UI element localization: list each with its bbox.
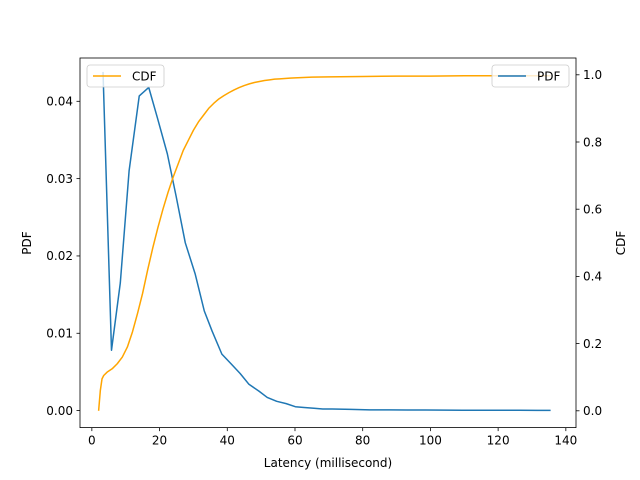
right-y-axis-label: CDF — [614, 231, 628, 256]
right-y-tick-label: 0.6 — [583, 203, 602, 217]
x-tick-label: 100 — [419, 434, 442, 448]
right-y-tick-label: 0.8 — [583, 135, 602, 149]
pdf-line — [102, 71, 551, 412]
pdf-series-layer — [102, 71, 551, 412]
cdf-line — [97, 75, 551, 411]
pdf-legend: PDF — [491, 64, 570, 88]
left-y-tick-label: 0.03 — [46, 172, 73, 186]
x-tick-label: 0 — [88, 434, 96, 448]
right-y-tick-label: 0.0 — [583, 404, 602, 418]
right-y-axis-ticks: 0.0 0.2 0.4 0.6 0.8 1.0 — [576, 68, 602, 418]
x-tick-label: 20 — [152, 434, 167, 448]
cdf-legend-label: CDF — [132, 70, 157, 84]
cdf-legend: CDF — [86, 64, 165, 88]
x-tick-label: 140 — [554, 434, 577, 448]
left-y-axis-ticks: 0.00 0.01 0.02 0.03 0.04 — [46, 95, 80, 418]
left-y-tick-label: 0.01 — [46, 327, 73, 341]
pdf-legend-label: PDF — [537, 70, 560, 84]
x-axis-label: Latency (millisecond) — [264, 456, 392, 470]
right-y-tick-label: 0.4 — [583, 270, 602, 284]
left-y-tick-label: 0.04 — [46, 95, 73, 109]
left-y-tick-label: 0.00 — [46, 404, 73, 418]
right-y-tick-label: 0.2 — [583, 337, 602, 351]
pdf-legend-box — [491, 64, 570, 88]
plot-area-frame — [79, 57, 577, 429]
left-y-axis-label: PDF — [20, 231, 34, 254]
left-y-tick-label: 0.02 — [46, 249, 73, 263]
x-axis-ticks: 0 20 40 60 80 100 120 140 — [88, 427, 577, 448]
cdf-legend-box — [86, 64, 165, 88]
x-tick-label: 40 — [220, 434, 235, 448]
cdf-series-layer — [97, 75, 551, 411]
right-y-tick-label: 1.0 — [583, 68, 602, 82]
x-tick-label: 80 — [355, 434, 370, 448]
x-tick-label: 60 — [287, 434, 302, 448]
x-tick-label: 120 — [487, 434, 510, 448]
